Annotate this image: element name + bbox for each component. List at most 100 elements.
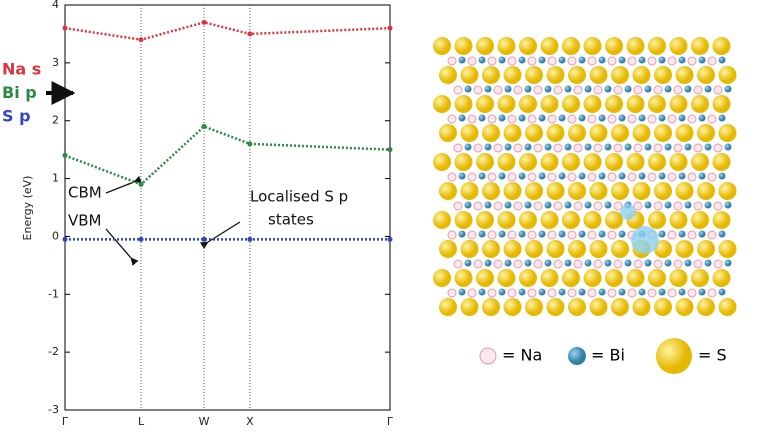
s-atom bbox=[503, 240, 522, 258]
na-atom bbox=[707, 114, 717, 124]
s-atom bbox=[697, 66, 715, 84]
s-atom bbox=[691, 269, 709, 287]
bi-atom bbox=[704, 259, 712, 267]
s-atom bbox=[712, 211, 731, 229]
bi-atom bbox=[524, 201, 532, 209]
na-atom bbox=[607, 288, 617, 298]
na-atom bbox=[673, 259, 683, 269]
bi-atom bbox=[518, 288, 526, 296]
band-line bbox=[64, 21, 391, 41]
bi-atom bbox=[684, 143, 692, 151]
na-atom bbox=[467, 230, 477, 240]
bi-atom bbox=[724, 201, 732, 209]
na-atom bbox=[447, 172, 457, 182]
s-atom bbox=[460, 124, 479, 142]
bi-atom bbox=[638, 56, 646, 64]
na-atom bbox=[473, 201, 483, 211]
s-atom bbox=[482, 66, 500, 84]
s-atom bbox=[482, 182, 500, 200]
bi-atom bbox=[458, 56, 466, 64]
legend-bi-atom bbox=[568, 347, 586, 365]
bi-atom bbox=[638, 172, 646, 180]
bi-atom bbox=[518, 172, 526, 180]
s-atom bbox=[712, 95, 731, 113]
annotation: states bbox=[268, 211, 314, 229]
s-atom bbox=[503, 124, 522, 142]
y-axis-label: Energy (eV) bbox=[21, 176, 34, 241]
na-atom bbox=[573, 201, 583, 211]
bi-atom bbox=[624, 259, 632, 267]
na-atom bbox=[607, 56, 617, 66]
bi-atom bbox=[464, 85, 472, 93]
na-atom bbox=[473, 259, 483, 269]
s-atom bbox=[605, 95, 623, 113]
na-atom bbox=[613, 201, 623, 211]
annotation: VBM bbox=[68, 212, 102, 230]
na-atom bbox=[547, 56, 557, 66]
s-atom bbox=[611, 66, 629, 84]
s-atom bbox=[568, 298, 586, 316]
na-atom bbox=[447, 230, 457, 240]
na-atom bbox=[687, 172, 697, 182]
s-atom bbox=[648, 211, 666, 229]
s-atom bbox=[562, 95, 580, 113]
s-atom bbox=[439, 298, 457, 316]
na-atom bbox=[607, 172, 617, 182]
na-atom bbox=[633, 85, 643, 95]
bi-atom bbox=[478, 114, 486, 122]
bi-atom bbox=[584, 259, 592, 267]
na-atom bbox=[587, 114, 597, 124]
s-atom bbox=[611, 298, 629, 316]
s-atom bbox=[546, 240, 565, 258]
s-atom bbox=[654, 66, 672, 84]
s-atom bbox=[632, 124, 651, 142]
s-atom bbox=[503, 182, 522, 200]
bi-atom bbox=[458, 172, 466, 180]
bi-atom bbox=[704, 143, 712, 151]
bi-atom bbox=[718, 288, 726, 296]
s-atom bbox=[439, 124, 457, 142]
crystal-structure bbox=[433, 37, 737, 316]
bi-atom bbox=[564, 201, 572, 209]
bi-atom bbox=[524, 85, 532, 93]
band-point bbox=[387, 236, 393, 242]
na-atom bbox=[507, 288, 517, 298]
na-atom bbox=[647, 172, 657, 182]
bi-atom bbox=[498, 230, 506, 238]
bi-atom bbox=[558, 288, 566, 296]
s-atom bbox=[669, 37, 688, 55]
na-atom bbox=[487, 288, 497, 298]
bi-atom bbox=[478, 172, 486, 180]
bi-atom bbox=[598, 230, 606, 238]
na-atom bbox=[653, 143, 663, 153]
s-atom bbox=[525, 240, 543, 258]
na-atom bbox=[453, 201, 463, 211]
x-tick-label: L bbox=[138, 415, 145, 428]
s-atom bbox=[583, 37, 602, 55]
bi-atom bbox=[458, 288, 466, 296]
s-atom bbox=[605, 269, 623, 287]
na-atom bbox=[547, 172, 557, 182]
s-atom bbox=[718, 298, 737, 316]
bi-atom bbox=[664, 143, 672, 151]
s-atom bbox=[568, 240, 586, 258]
s-atom bbox=[439, 66, 457, 84]
band-point bbox=[387, 147, 393, 153]
bi-atom bbox=[644, 85, 652, 93]
bi-atom bbox=[584, 201, 592, 209]
band-point bbox=[138, 37, 144, 43]
na-atom bbox=[687, 288, 697, 298]
na-atom bbox=[693, 259, 703, 269]
bi-atom bbox=[478, 288, 486, 296]
bi-atom bbox=[518, 56, 526, 64]
s-atom bbox=[718, 182, 737, 200]
bi-atom bbox=[504, 85, 512, 93]
s-atom bbox=[632, 182, 651, 200]
na-atom bbox=[513, 143, 523, 153]
band-point bbox=[138, 236, 144, 242]
na-atom bbox=[627, 114, 637, 124]
y-tick-label: 3 bbox=[52, 56, 59, 69]
s-atom bbox=[691, 153, 709, 171]
na-atom bbox=[687, 230, 697, 240]
